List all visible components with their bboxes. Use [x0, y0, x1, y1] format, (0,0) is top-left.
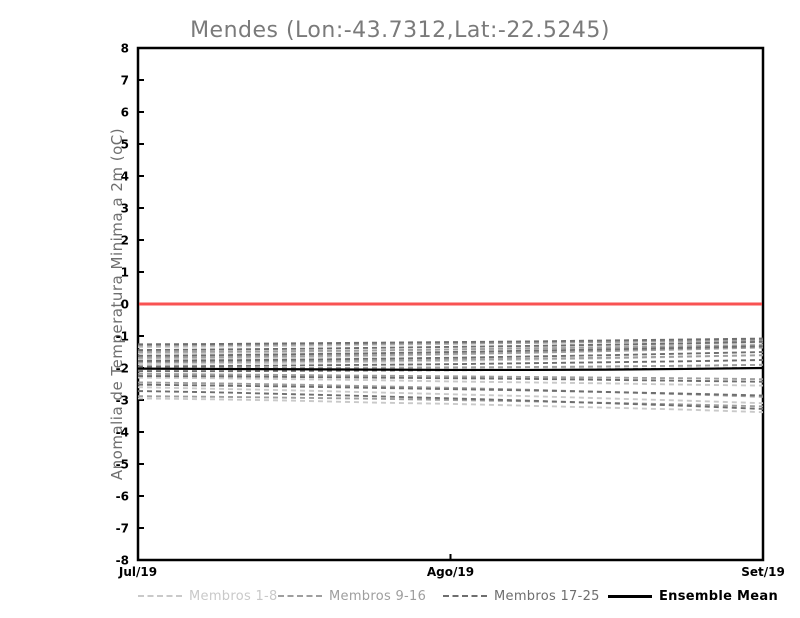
- y-tick-label: 2: [121, 234, 129, 248]
- y-tick-label: 8: [121, 42, 129, 56]
- series-line-member: [138, 386, 763, 405]
- x-tick-label: Jul/19: [118, 565, 157, 579]
- chart-legend: Membros 1-8 Membros 9-16 Membros 17-25 Ense…: [0, 586, 800, 608]
- x-tick-label: Set/19: [741, 565, 785, 579]
- y-tick-label: -7: [116, 522, 129, 536]
- legend-swatch-icon: [608, 594, 652, 598]
- y-tick-label: 0: [121, 298, 129, 312]
- legend-item: Membros 1-8: [138, 586, 278, 606]
- legend-swatch-icon: [138, 595, 182, 597]
- series-group: [138, 337, 763, 414]
- series-line-member: [138, 383, 763, 397]
- legend-swatch-icon: [443, 595, 487, 597]
- y-tick-label: -8: [116, 554, 129, 568]
- legend-label: Membros 17-25: [494, 588, 600, 604]
- legend-label: Ensemble Mean: [659, 588, 779, 604]
- legend-label: Membros 9-16: [329, 588, 427, 604]
- legend-item: Membros 9-16: [278, 586, 426, 606]
- y-tick-label: -6: [116, 490, 129, 504]
- chart-title: Mendes (Lon:-43.7312,Lat:-22.5245): [190, 18, 610, 43]
- legend-item: Membros 17-25: [443, 586, 600, 606]
- legend-item: Ensemble Mean: [608, 586, 778, 606]
- y-tick-label: -3: [116, 394, 129, 408]
- y-tick-label: -5: [116, 458, 129, 472]
- y-tick-label: -2: [116, 362, 129, 376]
- y-tick-label: 6: [121, 106, 129, 120]
- y-tick-label: 5: [121, 138, 129, 152]
- y-tick-label: 1: [121, 266, 129, 280]
- y-tick-label: 7: [121, 74, 129, 88]
- y-tick-label: 4: [121, 170, 129, 184]
- y-tick-label: 3: [121, 202, 129, 216]
- y-tick-label: -4: [116, 426, 129, 440]
- legend-label: Membros 1-8: [189, 588, 278, 604]
- legend-swatch-icon: [278, 595, 322, 597]
- series-line-ensemble-mean: [138, 366, 763, 372]
- x-tick-label: Ago/19: [427, 565, 474, 579]
- y-tick-label: -1: [116, 330, 129, 344]
